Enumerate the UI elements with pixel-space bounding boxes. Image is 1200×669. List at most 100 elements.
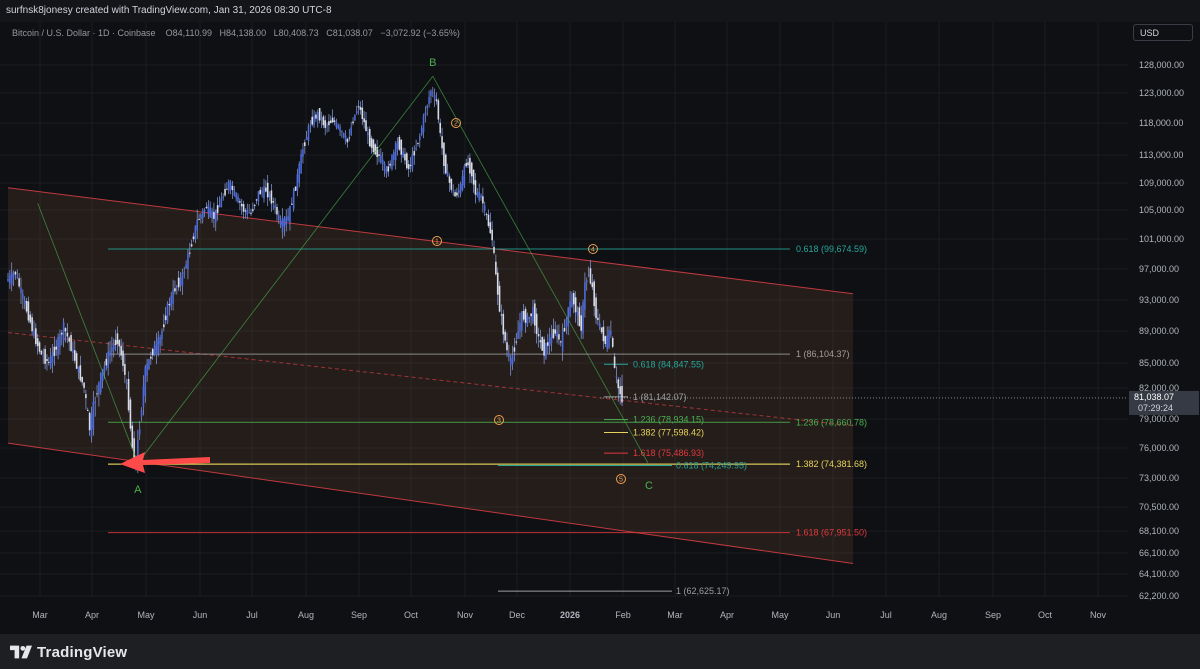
candle-body	[211, 210, 213, 219]
candle-body	[188, 252, 191, 254]
wave-label-b: B	[429, 57, 436, 69]
candle-body	[322, 116, 325, 126]
candle-body	[415, 147, 417, 150]
candle-body	[363, 118, 365, 123]
candle-body	[148, 359, 150, 370]
candle-body	[316, 112, 319, 120]
candle-body	[485, 213, 488, 215]
candle-body	[439, 122, 442, 134]
candle-body	[400, 139, 403, 155]
candle-body	[585, 280, 588, 283]
currency-button[interactable]: USD	[1133, 24, 1193, 41]
ohlc-open: O84,110.99	[165, 28, 212, 38]
x-tick-label: Nov	[1090, 610, 1107, 620]
x-tick-label: Jun	[193, 610, 208, 620]
ohlc-change: −3,072.92 (−3.65%)	[380, 28, 460, 38]
candle-body	[133, 438, 135, 462]
candle-body	[450, 179, 453, 190]
tradingview-logo[interactable]: TradingView	[10, 642, 127, 662]
candle-body	[107, 351, 109, 368]
candle-body	[144, 366, 147, 396]
candle-body	[36, 338, 39, 347]
fib-inner-label: 1.382 (77,598.42)	[633, 428, 704, 438]
candle-body	[387, 166, 390, 172]
candle-body	[600, 327, 603, 333]
candle-body	[137, 439, 139, 469]
candle-body	[176, 286, 178, 288]
last-price-badge	[1129, 390, 1199, 415]
candle-body	[530, 313, 532, 317]
y-tick-label: 118,000.00	[1139, 118, 1183, 128]
candle-body	[55, 346, 58, 350]
x-tick-label: May	[137, 610, 155, 620]
candle-body	[422, 116, 425, 133]
channel-mid-line	[7, 332, 854, 427]
candle-body	[44, 348, 46, 364]
elliott-circle	[451, 118, 461, 128]
candle-body	[424, 112, 427, 117]
candle-body	[435, 99, 438, 102]
candle-body	[163, 324, 165, 328]
candle-body	[287, 216, 289, 221]
candle-body	[265, 187, 267, 192]
candle-body	[328, 121, 330, 126]
wave-line	[432, 76, 649, 464]
x-tick-label: Aug	[298, 610, 314, 620]
candle-body	[341, 131, 343, 133]
candle-body	[122, 350, 124, 366]
candle-body	[229, 182, 232, 190]
brand-name: TradingView	[37, 643, 128, 661]
candle-body	[300, 153, 302, 174]
price-chart[interactable]: 0.618 (99,674.59) 1 (86,104.37) 1.236 (78,…	[0, 22, 1200, 634]
candle-body	[46, 359, 48, 361]
fib-inner-label: 1 (81,142.07)	[633, 392, 687, 402]
candle-body	[185, 264, 187, 269]
x-tick-label: Apr	[720, 610, 734, 620]
candle-body	[502, 313, 505, 335]
candle-body	[406, 153, 408, 169]
candle-body	[131, 425, 134, 449]
channel-fill	[8, 187, 853, 564]
candle-body	[465, 163, 467, 167]
candle-body	[198, 219, 200, 221]
candle-body	[112, 344, 115, 350]
candle-body	[111, 347, 113, 352]
candle-body	[534, 303, 536, 326]
candle-body	[359, 106, 362, 110]
wave-label-c: C	[645, 480, 653, 492]
candle-body	[309, 125, 312, 127]
candle-body	[263, 186, 265, 199]
candle-body	[598, 323, 601, 328]
x-tick-label: Oct	[404, 610, 419, 620]
candle-body	[547, 342, 549, 346]
elliott-circle	[432, 236, 442, 246]
elliott-circle	[494, 415, 504, 425]
candle-body	[140, 409, 143, 417]
candle-body	[161, 330, 163, 340]
candle-body	[196, 219, 199, 231]
candle-body	[94, 401, 96, 404]
candle-body	[31, 317, 33, 332]
fib-inner-label: 0.618 (74,249.95)	[676, 461, 747, 471]
elliott-label: 1	[435, 239, 439, 246]
candle-body	[142, 385, 145, 408]
candle-body	[391, 155, 393, 169]
candle-body	[81, 376, 83, 383]
candle-body	[513, 347, 516, 352]
candle-body	[33, 330, 35, 336]
candle-body	[146, 363, 148, 376]
candle-body	[68, 337, 71, 342]
candle-body	[207, 204, 210, 215]
candle-body	[174, 288, 176, 292]
chart-area[interactable]: 0.618 (99,674.59) 1 (86,104.37) 1.236 (78,…	[0, 22, 1200, 634]
candle-body	[40, 350, 43, 355]
candle-body	[610, 331, 612, 335]
candle-body	[489, 222, 492, 234]
candle-body	[216, 205, 219, 213]
candle-body	[535, 313, 538, 334]
candle-body	[49, 356, 52, 368]
candle-body	[571, 294, 573, 308]
candle-body	[62, 322, 65, 341]
candle-body	[252, 209, 254, 211]
candle-body	[595, 297, 597, 319]
